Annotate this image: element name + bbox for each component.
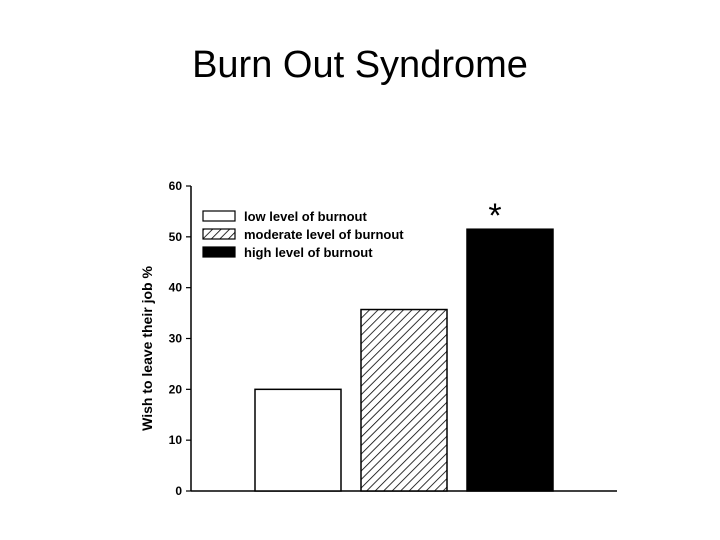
legend-swatch-hatched: [202, 228, 236, 240]
legend-label: low level of burnout: [244, 209, 367, 224]
legend-label: moderate level of burnout: [244, 227, 404, 242]
slide-title: Burn Out Syndrome: [192, 44, 528, 86]
y-tick-label: 0: [175, 484, 182, 498]
y-tick-label: 20: [169, 382, 183, 396]
significance-asterisk: *: [488, 197, 501, 235]
y-tick-label: 60: [169, 179, 183, 193]
legend-swatch-white: [202, 210, 236, 222]
y-axis-label: Wish to leave their job %: [139, 266, 155, 431]
y-tick-label: 10: [169, 433, 183, 447]
bar-black: [466, 228, 554, 492]
y-tick-label: 40: [169, 281, 183, 295]
y-tick-label: 30: [169, 332, 183, 346]
bar-hatched: [360, 308, 448, 492]
legend-label: high level of burnout: [244, 245, 373, 260]
legend-swatch-black: [202, 246, 236, 258]
bar-white: [254, 388, 342, 492]
y-tick-label: 50: [169, 230, 183, 244]
